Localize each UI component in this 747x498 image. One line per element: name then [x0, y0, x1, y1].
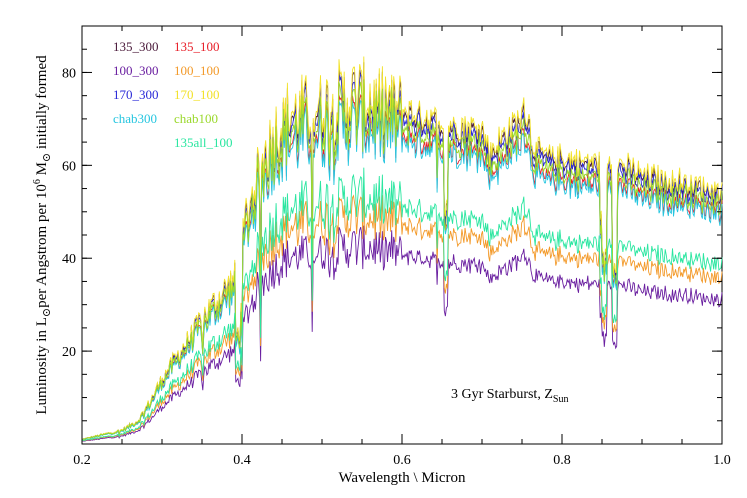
annotation: 3 Gyr Starburst, ZSun — [451, 387, 568, 405]
annotation-sub: Sun — [553, 394, 569, 405]
y-axis-title-prefix: Luminosity in L — [34, 317, 50, 415]
x-tick-label: 0.4 — [233, 453, 251, 468]
legend-entry: 170_100 — [174, 87, 220, 102]
series-line-135all_100 — [81, 167, 723, 442]
y-tick-label: 80 — [62, 66, 76, 81]
legend-entry: 100_300 — [113, 63, 159, 78]
series-line-chab100 — [81, 79, 723, 440]
y-axis-title-middle: per Angstrom per 10 — [34, 184, 50, 308]
x-tick-label: 0.2 — [73, 453, 91, 468]
series-line-100_300 — [81, 225, 723, 442]
y-axis-title-sub2: ⊙ — [41, 153, 53, 162]
legend: 135_300 135_100 100_300 100_100 170_300 170_1… — [113, 39, 233, 150]
x-tick-label: 1.0 — [713, 453, 731, 468]
legend-entry: chab300 — [113, 111, 157, 126]
y-axis-title-middle2: M — [34, 162, 50, 179]
x-axis-title: Wavelength \ Micron — [338, 470, 466, 486]
y-axis-title-sup: 6 — [32, 179, 43, 184]
legend-entry: 135_300 — [113, 39, 159, 54]
annotation-text: 3 Gyr Starburst, Z — [451, 387, 553, 402]
y-axis-title-sub1: ⊙ — [41, 308, 53, 317]
series-line-100_100 — [81, 188, 723, 442]
y-tick-label: 20 — [62, 345, 76, 360]
legend-entry: 135_100 — [174, 39, 220, 54]
y-axis-title-suffix: initially formed — [34, 55, 50, 153]
legend-entry: 100_100 — [174, 63, 220, 78]
legend-entry: chab100 — [174, 111, 218, 126]
legend-entry: 135all_100 — [174, 135, 233, 150]
ticks-layer: 0.2 0.4 0.6 0.8 1.0 20 40 60 80 — [62, 26, 731, 468]
x-tick-label: 0.6 — [393, 453, 411, 468]
y-axis-title: Luminosity in L⊙per Angstrom per 106 M⊙ … — [32, 55, 53, 415]
y-tick-label: 40 — [62, 252, 76, 267]
x-tick-label: 0.8 — [553, 453, 571, 468]
series-layer — [81, 56, 723, 442]
legend-entry: 170_300 — [113, 87, 159, 102]
y-tick-label: 60 — [62, 159, 76, 174]
